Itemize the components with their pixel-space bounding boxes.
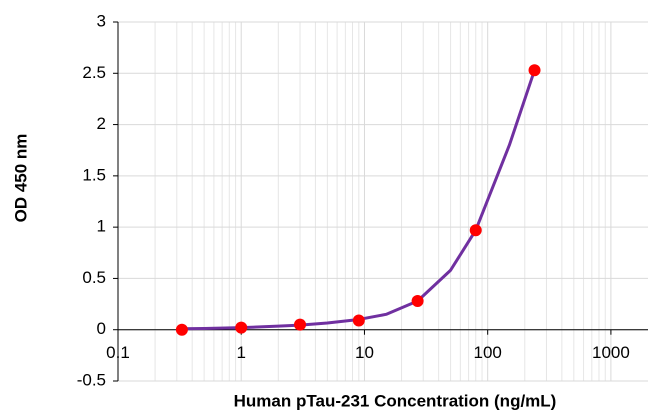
data-point	[294, 318, 307, 331]
y-tick-label: 0.5	[82, 268, 106, 287]
y-tick-label: 2.5	[82, 63, 106, 82]
data-point	[528, 64, 541, 77]
x-tick-label: 1	[236, 343, 245, 362]
x-axis-title: Human pTau-231 Concentration (ng/mL)	[234, 391, 557, 410]
x-tick-label: 10	[355, 343, 374, 362]
y-tick-label: 2	[97, 114, 106, 133]
y-tick-label: -0.5	[77, 370, 106, 389]
data-point	[175, 323, 188, 336]
y-tick-label: 3	[97, 11, 106, 30]
y-tick-label: 1.5	[82, 165, 106, 184]
x-tick-label: 1000	[592, 343, 630, 362]
data-point	[235, 321, 248, 334]
y-tick-label: 1	[97, 217, 106, 236]
data-point	[352, 314, 365, 327]
x-tick-label: 100	[473, 343, 501, 362]
data-point	[469, 224, 482, 237]
y-tick-label: 0	[97, 319, 106, 338]
data-point	[411, 294, 424, 307]
y-axis-title: OD 450 nm	[11, 134, 30, 223]
